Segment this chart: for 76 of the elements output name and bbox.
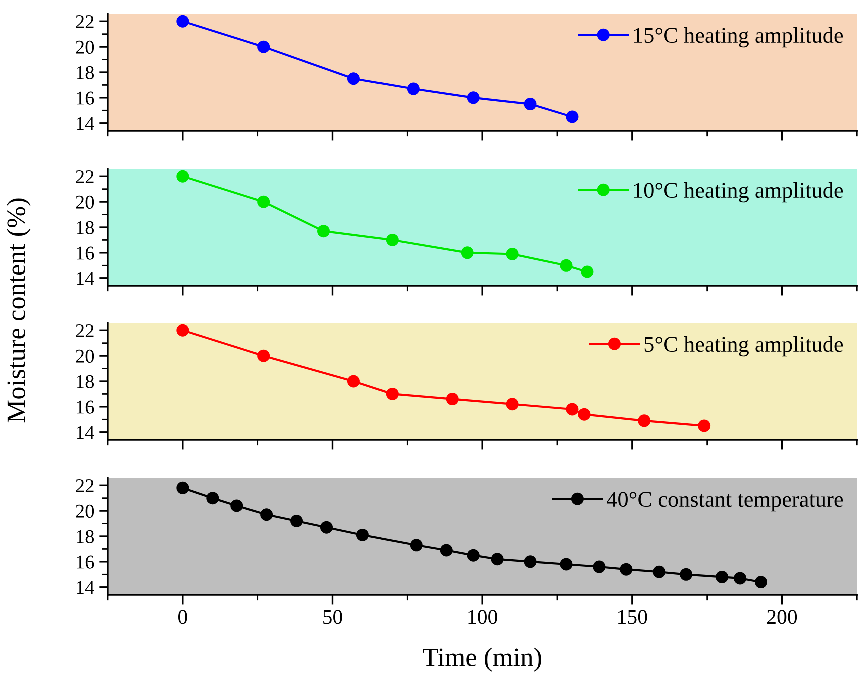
point bbox=[560, 259, 573, 272]
point bbox=[176, 15, 190, 28]
y-tick-label: 18 bbox=[77, 375, 94, 388]
point bbox=[440, 544, 453, 557]
legend-label: 10°C heating amplitude bbox=[634, 182, 844, 203]
y-tick-label: 22 bbox=[76, 170, 94, 184]
point bbox=[581, 266, 594, 278]
point bbox=[698, 420, 711, 432]
point bbox=[566, 110, 579, 124]
point bbox=[524, 98, 537, 111]
legend-label: 15°C heating amplitude bbox=[634, 27, 844, 48]
y-tick-label: 18 bbox=[77, 66, 94, 80]
point bbox=[407, 82, 420, 96]
y-tick-label: 14 bbox=[77, 581, 94, 594]
point bbox=[578, 408, 591, 421]
point bbox=[347, 72, 360, 86]
y-tick-label: 20 bbox=[76, 504, 94, 518]
point bbox=[176, 324, 190, 337]
point bbox=[446, 393, 459, 406]
point bbox=[230, 500, 244, 512]
y-tick-label: 16 bbox=[77, 556, 94, 569]
point bbox=[491, 553, 504, 566]
point bbox=[524, 556, 537, 568]
point bbox=[716, 570, 729, 584]
point bbox=[506, 398, 519, 411]
point bbox=[176, 170, 190, 183]
y-tick-label: 20 bbox=[76, 196, 94, 210]
y-tick-label: 20 bbox=[76, 350, 94, 364]
x-tick-label: 100 bbox=[468, 610, 498, 624]
point bbox=[258, 40, 270, 54]
y-tick-label: 14 bbox=[77, 117, 94, 130]
point bbox=[467, 92, 480, 104]
y-tick-label: 22 bbox=[76, 324, 94, 338]
point bbox=[386, 388, 399, 400]
point bbox=[290, 514, 304, 528]
y-tick-label: 16 bbox=[77, 92, 94, 105]
point bbox=[566, 403, 579, 416]
x-tick-label: 150 bbox=[618, 610, 648, 624]
point bbox=[461, 246, 474, 260]
point bbox=[560, 558, 573, 571]
point bbox=[318, 225, 330, 238]
x-tick-label: 50 bbox=[324, 610, 342, 624]
point bbox=[260, 508, 274, 522]
y-tick-label: 14 bbox=[77, 272, 94, 286]
y-tick-label: 16 bbox=[77, 246, 94, 260]
y-tick-label: 22 bbox=[76, 480, 94, 492]
y-tick-label: 20 bbox=[76, 40, 94, 54]
point bbox=[755, 576, 768, 589]
x-tick-label: 0 bbox=[178, 610, 188, 624]
point bbox=[410, 539, 423, 552]
point bbox=[356, 528, 369, 542]
point bbox=[467, 549, 480, 562]
point bbox=[258, 350, 270, 362]
x-tick-label: 200 bbox=[768, 610, 798, 624]
y-tick-label: 18 bbox=[77, 221, 94, 234]
x-axis-title: Time (min) bbox=[423, 648, 542, 672]
point bbox=[506, 248, 519, 260]
legend-label: 40°C constant temperature bbox=[607, 492, 844, 512]
point bbox=[258, 196, 270, 208]
y-tick-label: 18 bbox=[77, 530, 94, 544]
y-axis-title: Moisture content (%) bbox=[6, 198, 31, 423]
point bbox=[347, 375, 360, 388]
point bbox=[320, 521, 333, 534]
point bbox=[176, 482, 190, 494]
point bbox=[638, 414, 651, 428]
y-tick-label: 14 bbox=[77, 426, 94, 440]
point bbox=[593, 560, 606, 574]
point bbox=[680, 568, 693, 581]
point bbox=[653, 566, 666, 578]
y-tick-label: 22 bbox=[76, 16, 94, 28]
point bbox=[734, 572, 747, 585]
legend-label: 5°C heating amplitude bbox=[644, 336, 844, 357]
point bbox=[386, 234, 399, 246]
point bbox=[620, 563, 633, 576]
y-tick-label: 16 bbox=[77, 400, 94, 414]
point bbox=[206, 492, 220, 505]
